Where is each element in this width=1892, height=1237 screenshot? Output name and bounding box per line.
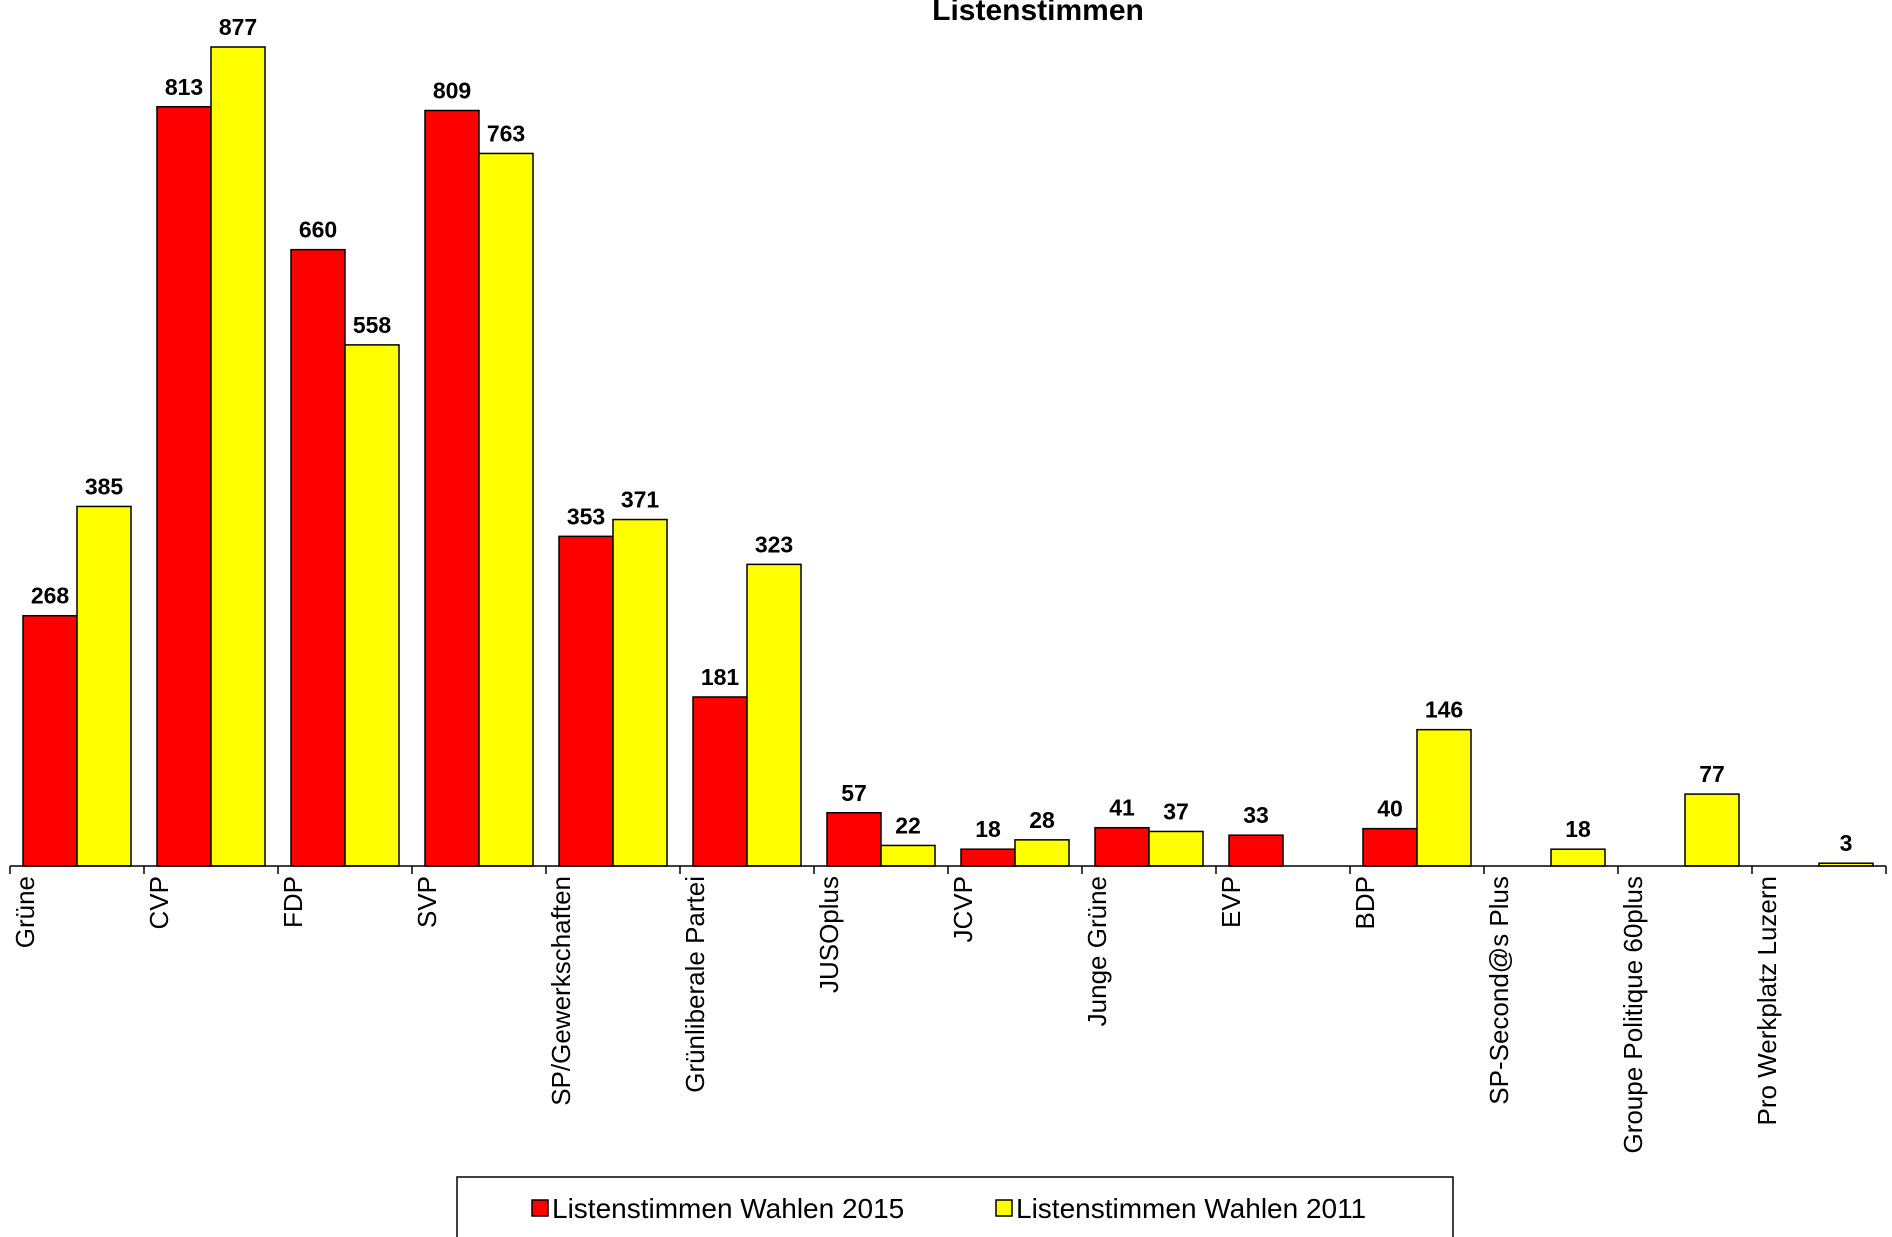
- legend-swatch-2011: [995, 1199, 1013, 1217]
- legend-label-2011: Listenstimmen Wahlen 2011: [1016, 1193, 1366, 1224]
- value-label-2011-10: 146: [1425, 697, 1463, 723]
- x-tick-label: JUSOplus: [814, 876, 844, 993]
- value-label-2015-1: 813: [165, 74, 203, 100]
- bar-2015-1: [156, 106, 212, 867]
- value-label-2011-5: 323: [755, 531, 793, 557]
- x-tick-label: BDP: [1350, 876, 1380, 929]
- bar-2011-3: [478, 152, 534, 867]
- bar-2011-0: [76, 505, 132, 867]
- bar-2015-9: [1228, 834, 1284, 867]
- value-label-2015-0: 268: [31, 583, 70, 609]
- value-label-2015-4: 353: [567, 503, 605, 529]
- bar-2011-7: [1014, 839, 1070, 867]
- bar-2011-8: [1148, 830, 1204, 867]
- value-label-2015-10: 40: [1377, 796, 1403, 822]
- value-label-2015-7: 18: [975, 816, 1001, 842]
- bar-2015-2: [290, 248, 346, 867]
- value-label-2015-5: 181: [701, 664, 740, 690]
- value-label-2011-4: 371: [621, 487, 660, 513]
- bar-2015-5: [692, 696, 748, 867]
- value-label-2015-9: 33: [1243, 802, 1269, 828]
- x-tick-label: Junge Grüne: [1082, 876, 1112, 1026]
- value-labels-group: 268 813 660 809 353 181 57 18 41 33 40 385 877 558 763…: [31, 14, 1853, 856]
- value-label-2011-6: 22: [895, 812, 921, 838]
- value-label-2015-2: 660: [299, 217, 337, 243]
- x-tick-label: JCVP: [948, 876, 978, 942]
- bar-2015-3: [424, 109, 480, 867]
- x-tick-label: SVP: [412, 876, 442, 928]
- value-label-2015-3: 809: [433, 78, 471, 104]
- bar-2015-4: [558, 535, 614, 867]
- value-label-2011-3: 763: [487, 120, 525, 146]
- x-axis: [9, 865, 1887, 874]
- x-tick-label: SP-Second@s Plus: [1484, 876, 1514, 1105]
- legend: Listenstimmen Wahlen 2015 Listenstimmen …: [456, 1176, 1454, 1237]
- bar-2011-10: [1416, 728, 1472, 867]
- value-label-2011-12: 77: [1699, 761, 1725, 787]
- bar-2015-6: [826, 812, 882, 867]
- bar-2015-7: [960, 848, 1016, 867]
- value-label-2011-7: 28: [1029, 807, 1055, 833]
- bars-group: [22, 46, 1874, 867]
- x-tick-label: EVP: [1216, 876, 1246, 928]
- bar-2015-10: [1362, 827, 1418, 867]
- x-tick-label: Groupe Politique 60plus: [1618, 876, 1648, 1154]
- bar-2011-2: [344, 344, 400, 867]
- legend-label-2015: Listenstimmen Wahlen 2015: [552, 1193, 904, 1224]
- bar-2015-0: [22, 614, 78, 867]
- x-tick-label: Pro Werkplatz Luzern: [1752, 876, 1782, 1126]
- bar-2011-5: [746, 563, 802, 867]
- x-tick-label: CVP: [144, 876, 174, 929]
- bar-2015-8: [1094, 826, 1150, 867]
- bar-2011-11: [1550, 848, 1606, 867]
- bar-2011-1: [210, 46, 266, 867]
- chart-title: Listenstimmen: [932, 0, 1144, 27]
- value-label-2011-0: 385: [85, 473, 124, 499]
- value-label-2011-2: 558: [353, 312, 392, 338]
- bar-2011-4: [612, 518, 668, 867]
- bar-2011-12: [1684, 793, 1740, 867]
- legend-swatch-2015: [531, 1199, 549, 1217]
- value-label-2011-1: 877: [219, 14, 257, 40]
- value-label-2011-11: 18: [1565, 816, 1591, 842]
- value-label-2015-8: 41: [1109, 795, 1135, 821]
- legend-box: [456, 1176, 1454, 1237]
- x-tick-label: Grünliberale Partei: [680, 876, 710, 1093]
- x-tick-label: SP/Gewerkschaften: [546, 876, 576, 1106]
- value-label-2011-13: 3: [1840, 830, 1853, 856]
- bar-2011-6: [880, 844, 936, 867]
- value-label-2011-8: 37: [1163, 798, 1189, 824]
- x-tick-labels: Grüne CVP FDP SVP SP/Gewerkschaften Grünliber…: [10, 876, 1782, 1154]
- x-tick-label: FDP: [278, 876, 308, 928]
- x-tick-label: Grüne: [10, 876, 40, 948]
- value-label-2015-6: 57: [841, 780, 867, 806]
